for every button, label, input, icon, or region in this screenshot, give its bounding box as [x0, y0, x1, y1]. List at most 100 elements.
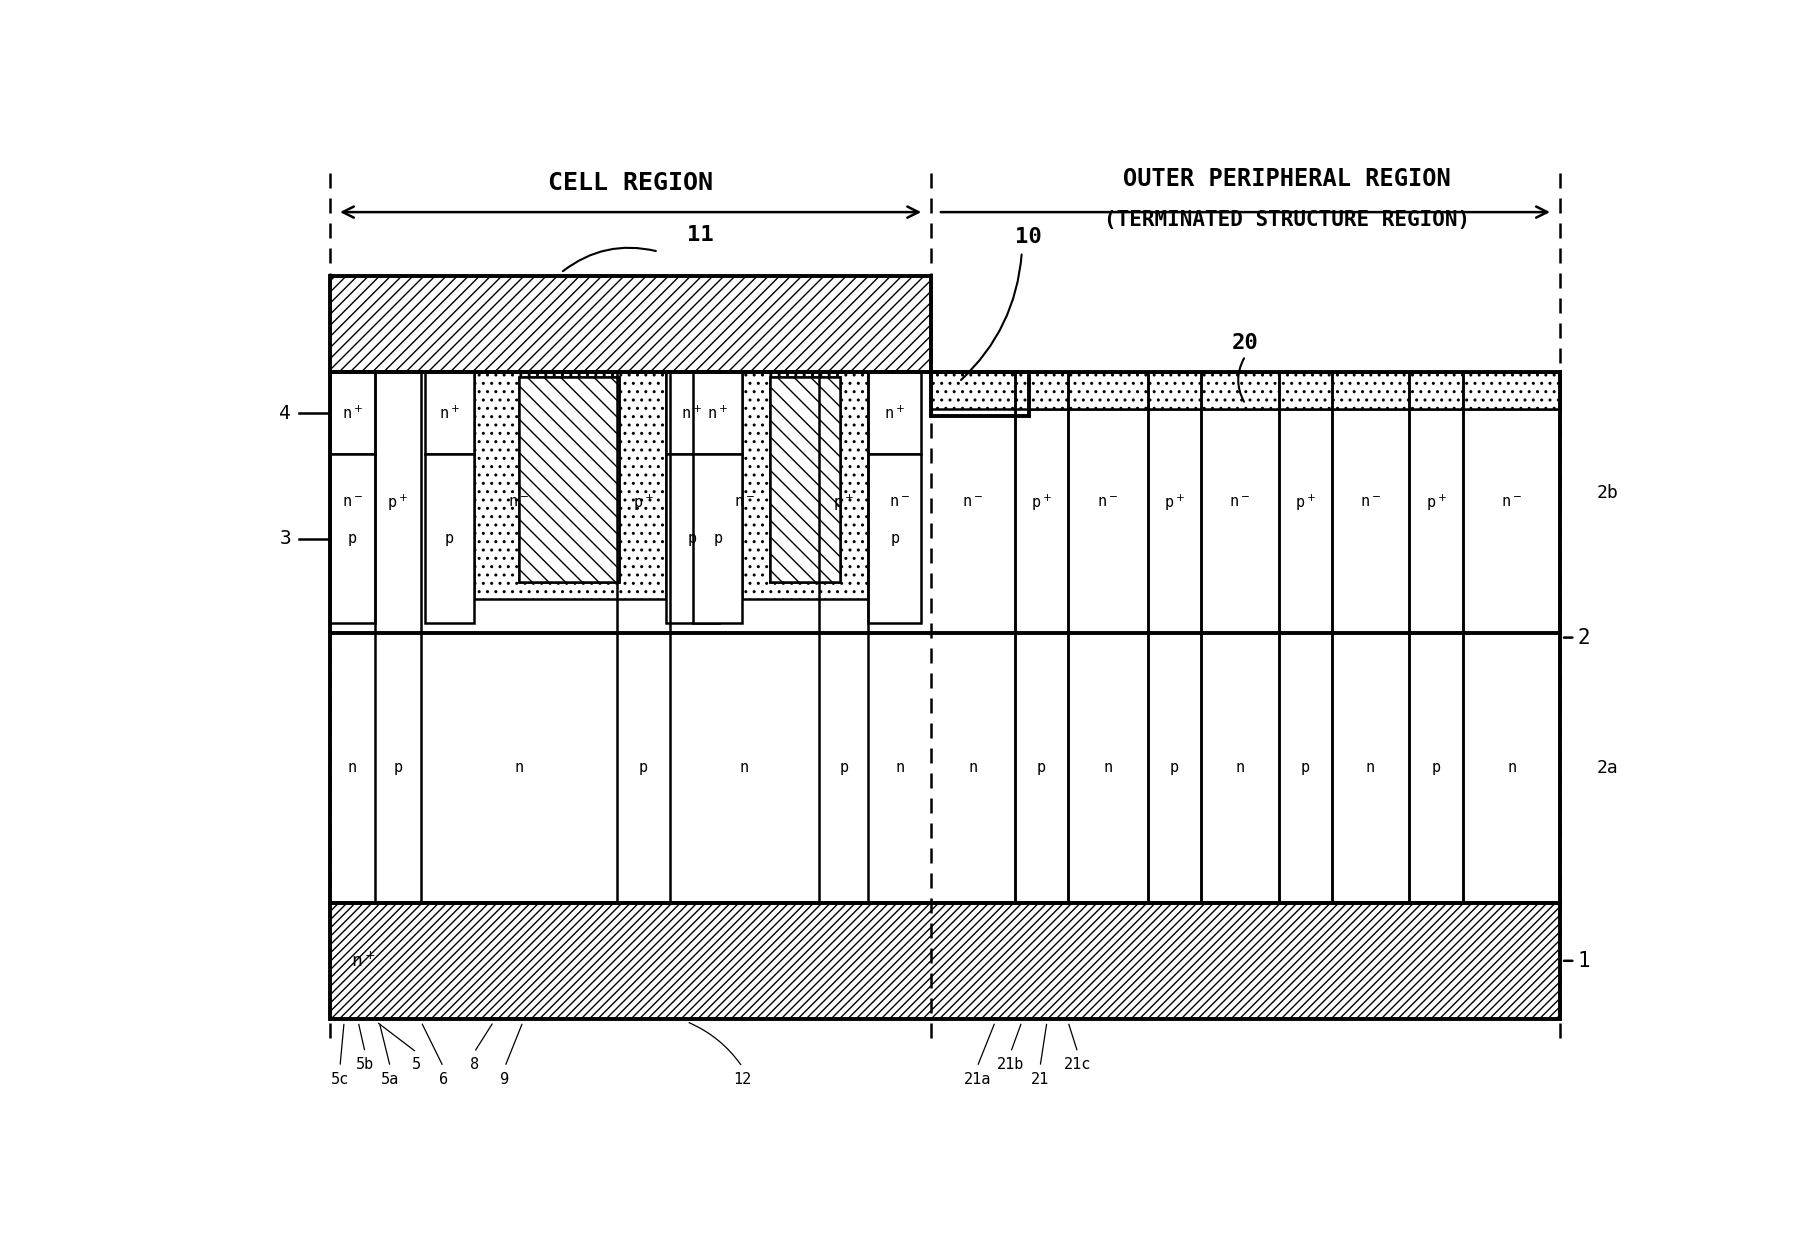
Text: n: n [1103, 761, 1112, 776]
Text: 2a: 2a [1596, 759, 1617, 777]
Text: p$^+$: p$^+$ [633, 492, 654, 512]
Bar [869, 455, 921, 623]
Text: 8: 8 [469, 1058, 478, 1073]
Text: p: p [1170, 761, 1179, 776]
FancyArrowPatch shape [422, 1024, 442, 1065]
Text: p: p [348, 531, 357, 546]
Text: n$^+$: n$^+$ [883, 405, 905, 422]
FancyArrowPatch shape [1040, 1024, 1046, 1064]
Text: n: n [348, 761, 357, 776]
Bar [519, 377, 620, 581]
Bar [330, 455, 375, 623]
FancyArrowPatch shape [1069, 1024, 1076, 1050]
Bar [770, 377, 840, 581]
Text: p: p [687, 531, 696, 546]
Bar [930, 372, 1560, 408]
FancyArrowPatch shape [689, 1022, 741, 1065]
Text: 5b: 5b [355, 1058, 375, 1073]
FancyArrowPatch shape [507, 1024, 523, 1064]
Text: n$^+$: n$^+$ [682, 405, 703, 422]
Bar [330, 276, 930, 372]
Text: 10: 10 [1015, 227, 1042, 247]
Text: n: n [1367, 761, 1376, 776]
Text: OUTER PERIPHERAL REGION: OUTER PERIPHERAL REGION [1123, 167, 1451, 190]
Text: 4: 4 [279, 403, 290, 422]
FancyArrowPatch shape [379, 1024, 415, 1051]
Text: p: p [393, 761, 402, 776]
Bar [665, 455, 719, 623]
Text: n$^-$: n$^-$ [963, 495, 984, 510]
Text: p$^+$: p$^+$ [833, 492, 855, 512]
Text: p$^+$: p$^+$ [1031, 492, 1051, 512]
Text: p: p [445, 531, 454, 546]
Text: n$^-$: n$^-$ [889, 495, 911, 510]
Text: 2: 2 [1578, 628, 1590, 648]
Text: p: p [1432, 761, 1441, 776]
Bar [426, 455, 474, 623]
Bar [330, 372, 375, 455]
Bar [869, 372, 921, 455]
Text: 2b: 2b [1596, 484, 1617, 502]
Text: n$^-$: n$^-$ [1230, 495, 1251, 510]
Text: 21a: 21a [963, 1071, 992, 1086]
Bar [426, 372, 474, 455]
Text: 11: 11 [687, 224, 714, 244]
Text: 6: 6 [438, 1071, 447, 1086]
Text: p: p [1302, 761, 1311, 776]
FancyArrowPatch shape [961, 254, 1022, 380]
Text: p: p [638, 761, 647, 776]
Text: n: n [1235, 761, 1244, 776]
Text: 12: 12 [734, 1071, 752, 1086]
FancyArrowPatch shape [359, 1024, 364, 1050]
Text: n$^-$: n$^-$ [1098, 495, 1118, 510]
Text: p$^+$: p$^+$ [1163, 492, 1185, 512]
Text: 3: 3 [279, 529, 290, 549]
Text: p$^+$: p$^+$ [388, 492, 409, 512]
Text: (TERMINATED STRUCTURE REGION): (TERMINATED STRUCTURE REGION) [1103, 211, 1471, 231]
FancyArrowPatch shape [1239, 358, 1244, 402]
Text: 21: 21 [1031, 1071, 1049, 1086]
Text: p$^+$: p$^+$ [1426, 492, 1446, 512]
FancyArrowPatch shape [380, 1024, 389, 1064]
Text: 5: 5 [413, 1058, 422, 1073]
FancyArrowPatch shape [563, 248, 656, 271]
Text: 20: 20 [1231, 333, 1258, 353]
Bar [694, 372, 743, 455]
Text: p$^+$: p$^+$ [1295, 492, 1316, 512]
Text: 9: 9 [499, 1071, 510, 1086]
Bar [770, 377, 840, 581]
FancyArrowPatch shape [476, 1024, 492, 1050]
Text: n$^-$: n$^-$ [1359, 495, 1381, 510]
Bar [474, 372, 665, 599]
FancyArrowPatch shape [979, 1024, 993, 1064]
Bar [330, 903, 1560, 1019]
Bar [694, 455, 743, 623]
Text: p: p [891, 531, 900, 546]
Bar [519, 377, 620, 581]
FancyArrowPatch shape [341, 1025, 344, 1064]
Text: n$^-$: n$^-$ [734, 495, 755, 510]
Text: 21b: 21b [997, 1058, 1024, 1073]
Text: n$^+$: n$^+$ [440, 405, 460, 422]
Text: n$^+$: n$^+$ [343, 405, 362, 422]
Text: n$^-$: n$^-$ [508, 495, 530, 510]
Text: p: p [1037, 761, 1046, 776]
Text: n: n [739, 761, 748, 776]
Text: CELL REGION: CELL REGION [548, 170, 714, 194]
Text: n$^-$: n$^-$ [1502, 495, 1522, 510]
FancyArrowPatch shape [1011, 1024, 1020, 1050]
Text: 1: 1 [1578, 951, 1590, 971]
Bar [665, 372, 719, 455]
Bar [1030, 372, 1560, 408]
Text: n: n [968, 761, 977, 776]
Text: 5c: 5c [330, 1071, 350, 1086]
Bar [743, 372, 869, 599]
Text: n$^-$: n$^-$ [343, 495, 362, 510]
Text: 21c: 21c [1064, 1058, 1091, 1073]
Text: 5a: 5a [380, 1071, 400, 1086]
Text: n$^+$: n$^+$ [352, 951, 375, 971]
Text: n: n [514, 761, 523, 776]
Text: p: p [714, 531, 723, 546]
Text: n: n [1507, 761, 1516, 776]
Text: n: n [894, 761, 903, 776]
